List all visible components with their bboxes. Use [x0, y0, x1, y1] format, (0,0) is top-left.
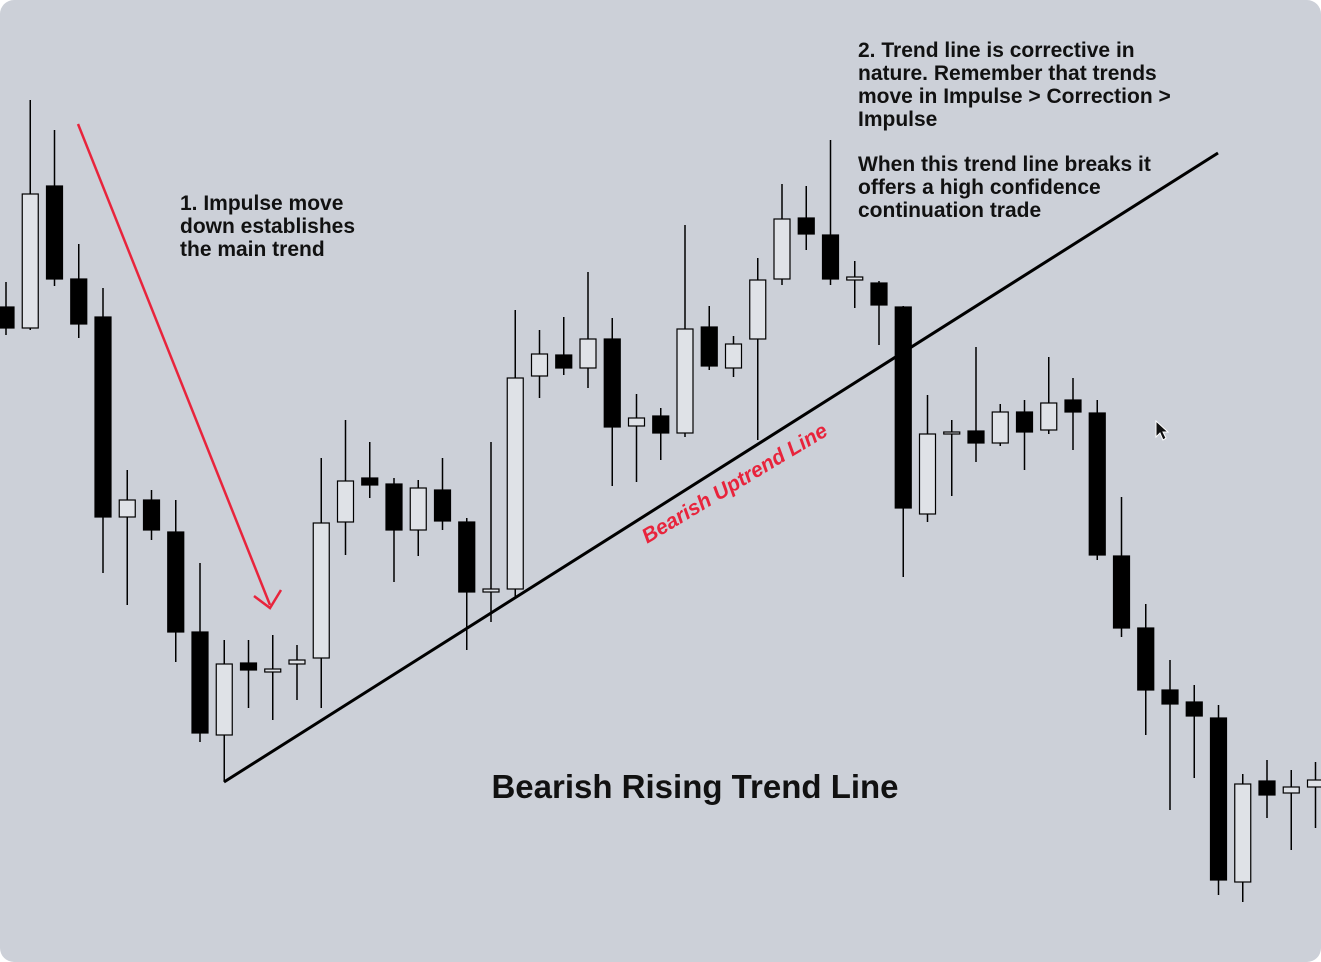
candle-body — [555, 354, 573, 369]
candle-body — [1258, 780, 1276, 796]
candle-body — [215, 663, 233, 736]
candle-body — [676, 328, 694, 434]
corrective-note: 2. Trend line is corrective in nature. R… — [858, 39, 1208, 222]
candle-body — [191, 631, 209, 734]
candle-body — [312, 522, 330, 659]
candle-body — [21, 193, 39, 329]
candle-body — [1161, 689, 1179, 705]
candle-body — [870, 282, 888, 306]
note-text: 2. Trend line is corrective in nature. R… — [858, 39, 1171, 131]
candle-body — [167, 531, 185, 633]
candle-body — [991, 411, 1009, 444]
candle-body — [361, 477, 379, 486]
trend-line — [223, 151, 1219, 784]
candle-body — [482, 588, 500, 593]
candle-body — [918, 433, 937, 515]
candle-body — [1015, 411, 1034, 433]
candle-body — [603, 338, 621, 428]
candle-body — [967, 430, 985, 444]
note-text: 1. Impulse move down establishes the mai… — [180, 192, 356, 261]
candle-body — [1112, 555, 1131, 629]
candle-body — [1040, 402, 1058, 431]
candle-body — [70, 278, 88, 325]
candle-body — [385, 483, 403, 531]
candle-body — [94, 316, 112, 518]
candle-body — [1185, 701, 1203, 717]
candle-body — [45, 185, 64, 280]
candle-body — [264, 668, 282, 673]
candle-body — [1209, 717, 1228, 881]
candle-body — [1137, 627, 1155, 691]
candle-body — [724, 343, 743, 369]
candle-body — [652, 415, 670, 434]
candle-body — [239, 662, 258, 671]
candle-body — [409, 487, 427, 531]
candle-body — [1282, 786, 1300, 794]
mouse-cursor — [1155, 419, 1170, 441]
candle-body — [1088, 412, 1106, 556]
candle-body — [1306, 779, 1321, 788]
impulse-arrow — [76, 123, 283, 610]
candle-body — [943, 431, 961, 435]
candle-body — [700, 326, 718, 367]
candle-body — [821, 234, 840, 280]
candle-body — [458, 521, 476, 593]
candle-body — [846, 276, 864, 281]
candle-body — [506, 377, 524, 590]
candle-body — [288, 659, 306, 665]
note-text: When this trend line breaks it offers a … — [858, 153, 1151, 222]
candle-body — [797, 217, 815, 235]
candle-body — [627, 417, 646, 427]
candle-body — [433, 489, 452, 522]
candle-body — [530, 353, 549, 377]
candle-body — [749, 279, 767, 340]
candle-body — [118, 499, 136, 518]
impulse-note: 1. Impulse move down establishes the mai… — [180, 192, 385, 261]
candle-body — [0, 306, 15, 329]
candle-body — [1064, 399, 1082, 413]
candle-body — [773, 218, 791, 280]
candle-body — [894, 306, 912, 509]
chart-title: Bearish Rising Trend Line — [491, 768, 899, 805]
candle-body — [336, 480, 355, 523]
candle-body — [142, 499, 161, 531]
candle-body — [1234, 783, 1252, 883]
candle-body — [579, 338, 597, 369]
